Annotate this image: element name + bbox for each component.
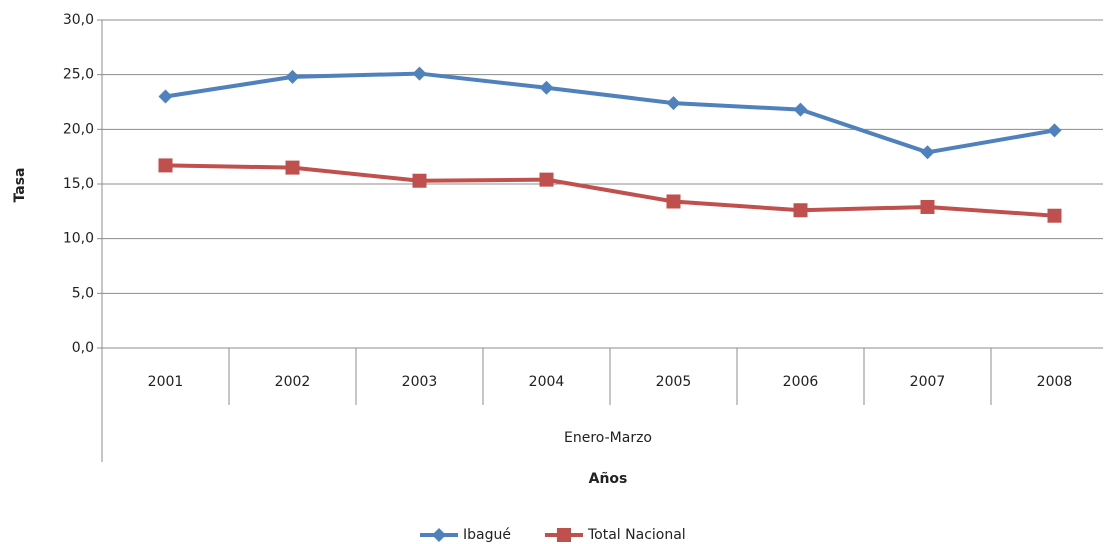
y-tick-label: 5,0 [72, 285, 94, 301]
x-tick-label: 2001 [148, 374, 184, 390]
data-point [158, 158, 173, 173]
data-point [920, 145, 935, 160]
data-point [793, 102, 808, 117]
series-line [165, 163, 1055, 218]
y-tick-label: 20,0 [63, 121, 94, 137]
data-point [666, 194, 681, 209]
y-tick-label: 30,0 [63, 12, 94, 28]
data-point [539, 80, 554, 95]
category-group-label: Enero-Marzo [564, 430, 652, 446]
y-tick-label: 15,0 [63, 176, 94, 192]
data-point [158, 89, 173, 104]
y-tick-label: 25,0 [63, 67, 94, 83]
series-line [165, 71, 1055, 155]
x-tick-label: 2008 [1037, 374, 1073, 390]
y-tick-label: 0,0 [72, 340, 94, 356]
data-point [793, 203, 808, 218]
legend-marker [557, 528, 571, 542]
x-tick-label: 2007 [910, 374, 946, 390]
data-point [285, 69, 300, 84]
legend-label: Ibagué [463, 527, 511, 543]
data-point [412, 66, 427, 81]
data-point [920, 199, 935, 214]
data-point [1047, 208, 1062, 223]
y-tick-label: 10,0 [63, 231, 94, 247]
x-tick-label: 2003 [402, 374, 438, 390]
data-point [412, 173, 427, 188]
y-axis-title: Tasa [12, 168, 28, 203]
data-point [666, 96, 681, 111]
data-point [285, 160, 300, 175]
x-axis-title: Años [589, 471, 628, 487]
x-tick-label: 2005 [656, 374, 692, 390]
data-point [539, 172, 554, 187]
legend-marker [432, 528, 446, 542]
data-point [1047, 123, 1062, 138]
x-tick-label: 2002 [275, 374, 311, 390]
x-tick-label: 2004 [529, 374, 565, 390]
x-tick-label: 2006 [783, 374, 819, 390]
legend-label: Total Nacional [587, 527, 686, 543]
